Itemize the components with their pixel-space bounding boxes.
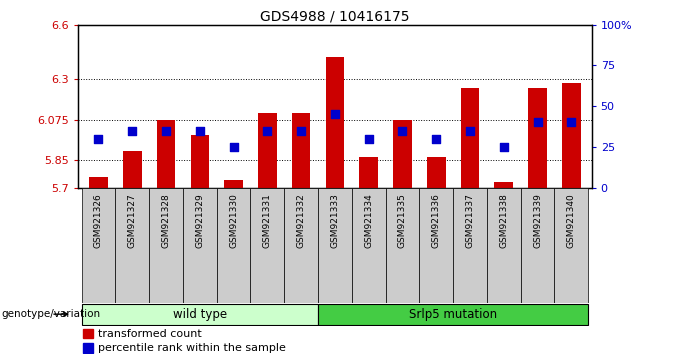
Bar [224,181,243,188]
Bar [318,188,352,303]
Point [397,128,408,133]
Bar [562,83,581,188]
Text: GSM921335: GSM921335 [398,193,407,248]
Point [498,144,509,150]
Text: GSM921334: GSM921334 [364,193,373,248]
Bar [554,188,588,303]
Point [464,128,475,133]
Bar [190,135,209,188]
Bar [123,152,141,188]
Text: GSM921336: GSM921336 [432,193,441,248]
Bar [453,188,487,303]
Bar [420,188,453,303]
Bar [258,113,277,188]
Point [126,128,137,133]
Text: GSM921329: GSM921329 [195,193,204,248]
Text: GSM921333: GSM921333 [330,193,339,248]
Bar [494,182,513,188]
Point [93,136,104,142]
Point [194,128,205,133]
Point [329,112,340,117]
Text: genotype/variation: genotype/variation [1,309,101,319]
Text: GSM921338: GSM921338 [499,193,508,248]
Text: GSM921327: GSM921327 [128,193,137,248]
Bar [217,188,250,303]
Point [228,144,239,150]
Bar [250,188,284,303]
Bar [393,120,412,188]
Bar [183,188,217,303]
Bar [292,113,310,188]
Bar [84,343,92,353]
Bar [318,304,588,325]
Text: percentile rank within the sample: percentile rank within the sample [98,343,286,353]
Text: GSM921330: GSM921330 [229,193,238,248]
Bar [360,157,378,188]
Bar [149,188,183,303]
Point [532,120,543,125]
Text: GSM921332: GSM921332 [296,193,305,248]
Point [363,136,374,142]
Text: GSM921331: GSM921331 [263,193,272,248]
Bar [352,188,386,303]
Bar [461,88,479,188]
Bar [156,120,175,188]
Point [296,128,307,133]
Bar [528,88,547,188]
Text: GSM921339: GSM921339 [533,193,542,248]
Text: GSM921328: GSM921328 [162,193,171,248]
Point [431,136,442,142]
Text: GSM921340: GSM921340 [567,193,576,248]
Point [262,128,273,133]
Bar [82,304,318,325]
Bar [116,188,149,303]
Bar [326,57,344,188]
Title: GDS4988 / 10416175: GDS4988 / 10416175 [260,10,409,24]
Point [160,128,171,133]
Bar [84,329,92,338]
Text: GSM921337: GSM921337 [466,193,475,248]
Bar [487,188,521,303]
Bar [521,188,554,303]
Bar [82,188,116,303]
Text: wild type: wild type [173,308,227,321]
Bar [284,188,318,303]
Bar [427,157,445,188]
Bar [89,177,107,188]
Text: Srlp5 mutation: Srlp5 mutation [409,308,497,321]
Text: transformed count: transformed count [98,329,201,339]
Point [566,120,577,125]
Text: GSM921326: GSM921326 [94,193,103,248]
Bar [386,188,420,303]
